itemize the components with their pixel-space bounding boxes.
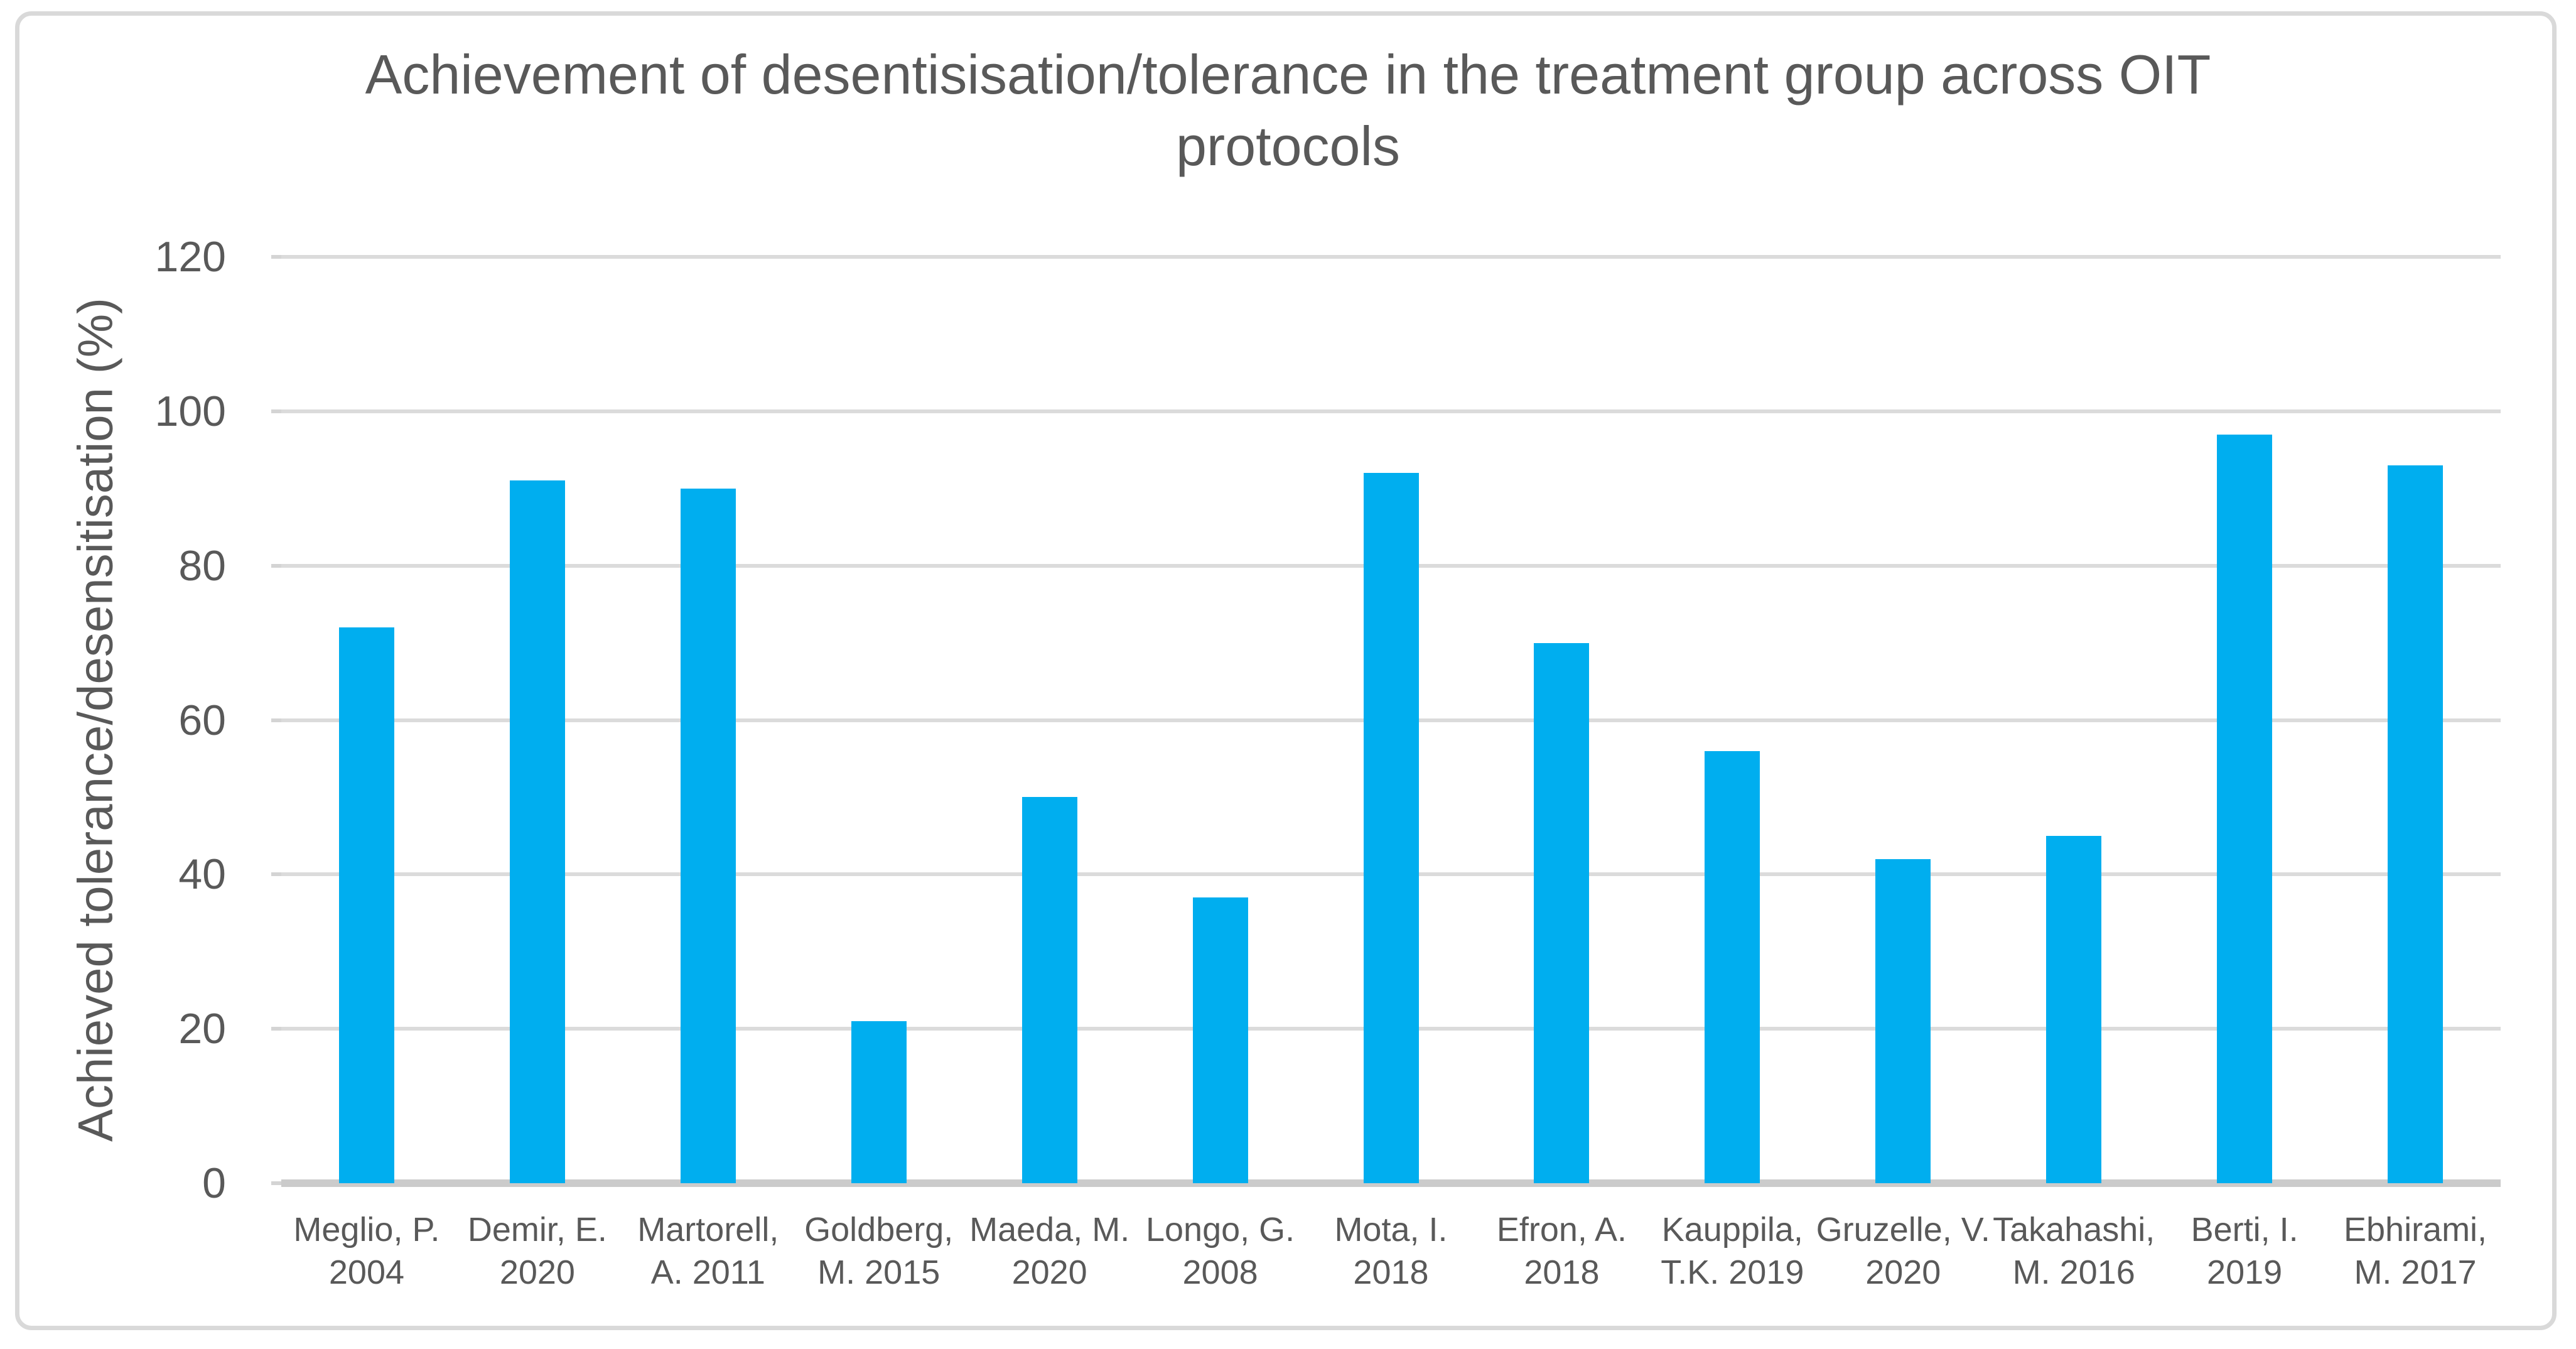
y-tick-mark (271, 563, 281, 568)
bar (509, 480, 565, 1183)
x-axis-label: Maeda, M. 2020 (969, 1211, 1130, 1291)
x-axis-label: Takahashi, M. 2016 (1993, 1211, 2155, 1291)
bar (680, 488, 736, 1183)
x-axis-label: Meglio, P. 2004 (293, 1211, 440, 1291)
y-tick-label: 0 (202, 1159, 226, 1207)
bar (2217, 434, 2273, 1183)
x-axis-label: Martorell, A. 2011 (637, 1211, 779, 1291)
y-tick-label: 60 (178, 696, 226, 744)
y-tick-mark (271, 255, 281, 259)
x-axis-label: Goldberg, M. 2015 (804, 1211, 954, 1291)
x-axis-label: Ebhirami, M. 2017 (2343, 1211, 2487, 1291)
bar (2388, 465, 2444, 1183)
bar (1875, 859, 1931, 1183)
x-axis-line (281, 1179, 2501, 1187)
y-tick-mark (271, 1027, 281, 1031)
x-axis-label: Efron, A. 2018 (1496, 1211, 1627, 1291)
bar (338, 627, 394, 1183)
chart-frame (15, 11, 2557, 1330)
y-tick-mark (271, 872, 281, 877)
y-tick-label: 120 (154, 233, 226, 281)
y-tick-mark (271, 1181, 281, 1185)
y-tick-label: 100 (154, 387, 226, 435)
x-axis-label: Berti, I. 2019 (2191, 1211, 2298, 1291)
x-axis-label: Gruzelle, V. 2020 (1816, 1211, 1990, 1291)
bar (1705, 750, 1760, 1183)
bar (1021, 797, 1077, 1183)
bar (1363, 473, 1419, 1183)
chart-title: Achievement of desentisisation/tolerance… (365, 43, 2211, 178)
plot-area: 0 20 40 60 80 100 120 Meglio, P. 2004 Demir, E. … (155, 236, 2501, 1291)
bar (2046, 835, 2102, 1183)
bar (1534, 642, 1590, 1183)
gridline (281, 409, 2501, 413)
x-axis-label: Kauppila, T.K. 2019 (1661, 1211, 1804, 1291)
y-tick-mark (271, 718, 281, 722)
y-tick-label: 20 (178, 1005, 226, 1053)
x-axis-label: Longo, G. 2008 (1145, 1211, 1295, 1291)
x-axis-label: Mota, I. 2018 (1334, 1211, 1448, 1291)
bar (1192, 897, 1248, 1183)
gridline (281, 255, 2501, 259)
x-axis-label: Demir, E. 2020 (467, 1211, 607, 1291)
y-tick-label: 40 (178, 850, 226, 899)
bar (851, 1021, 907, 1183)
y-tick-mark (271, 409, 281, 413)
y-tick-label: 80 (178, 541, 226, 590)
